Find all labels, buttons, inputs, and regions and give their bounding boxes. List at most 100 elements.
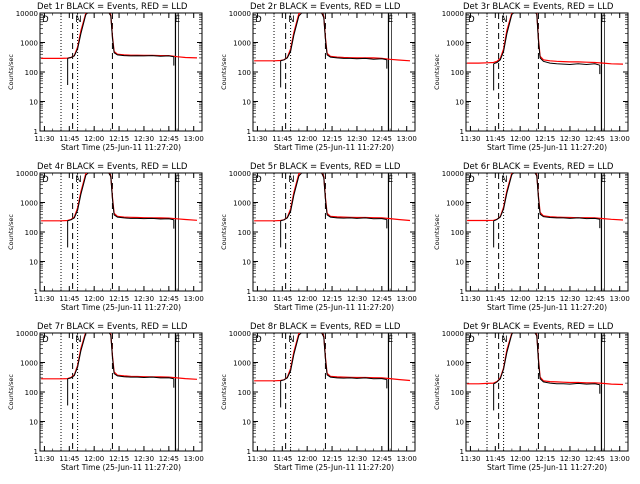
- x-tick-label: 11:30: [34, 295, 54, 303]
- x-tick-label: 13:00: [184, 135, 204, 143]
- region-annotation: E: [175, 335, 180, 345]
- plot-frame: [39, 332, 203, 452]
- y-tick-label: 10000: [442, 10, 464, 18]
- x-tick-label: 12:15: [109, 455, 129, 463]
- chart-title: Det 2r BLACK = Events, RED = LLD: [250, 2, 401, 12]
- y-tick-label: 10000: [16, 330, 38, 338]
- x-tick-label: 12:15: [109, 135, 129, 143]
- series-group: [467, 13, 624, 91]
- x-tick-label: 12:30: [134, 455, 154, 463]
- region-annotation: E: [388, 15, 393, 25]
- x-tick-label: 11:30: [247, 135, 267, 143]
- x-tick-label: 11:45: [485, 135, 505, 143]
- series-group: [254, 13, 411, 88]
- y-tick-label: 1000: [233, 200, 251, 208]
- y-tick-label: 10000: [442, 330, 464, 338]
- y-tick-label: 1: [247, 128, 251, 136]
- x-tick-label: 11:30: [34, 135, 54, 143]
- chart-panel: Det 2r BLACK = Events, RED = LLD 1 10 100 10…: [220, 2, 417, 152]
- x-tick-label: 12:15: [322, 135, 342, 143]
- region-annotation: D: [42, 175, 49, 185]
- x-axis-label: Start Time (25-Jun-11 11:27:20): [487, 463, 607, 472]
- plot-frame: [465, 12, 629, 132]
- x-tick-label: 11:45: [59, 135, 79, 143]
- x-tick-label: 13:00: [397, 455, 417, 463]
- x-tick-label: 11:30: [460, 455, 480, 463]
- y-tick-label: 100: [25, 69, 38, 77]
- chart-panel: Det 4r BLACK = Events, RED = LLD 1 10 100 10…: [7, 162, 204, 312]
- lld-line: [467, 13, 624, 65]
- region-annotation: D: [468, 15, 475, 25]
- y-tick-label: 1000: [20, 40, 38, 48]
- y-tick-label: 100: [25, 389, 38, 397]
- region-annotation: N: [288, 175, 294, 185]
- x-tick-label: 12:00: [297, 455, 317, 463]
- events-line: [280, 173, 387, 222]
- y-tick-label: 10: [242, 259, 251, 267]
- events-line: [280, 13, 387, 62]
- y-tick-label: 10000: [229, 330, 251, 338]
- chart-panel: Det 6r BLACK = Events, RED = LLD 1 10 100 10…: [433, 162, 630, 312]
- series-group: [41, 333, 198, 406]
- region-annotation: D: [468, 175, 475, 185]
- x-tick-label: 13:00: [184, 295, 204, 303]
- x-tick-label: 12:15: [535, 295, 555, 303]
- plot-frame: [252, 172, 416, 292]
- region-annotation: E: [601, 335, 606, 345]
- x-tick-label: 11:45: [485, 295, 505, 303]
- y-axis-label: Counts/sec: [220, 214, 228, 250]
- x-tick-label: 12:45: [372, 135, 392, 143]
- y-tick-label: 10000: [16, 170, 38, 178]
- chart-panel: Det 8r BLACK = Events, RED = LLD 1 10 100 10…: [220, 322, 417, 472]
- x-tick-label: 12:30: [347, 135, 367, 143]
- chart-title: Det 1r BLACK = Events, RED = LLD: [37, 2, 188, 12]
- series-group: [254, 173, 411, 248]
- x-tick-label: 12:00: [510, 295, 530, 303]
- x-tick-label: 12:15: [535, 135, 555, 143]
- lld-line: [467, 333, 624, 386]
- x-tick-label: 12:45: [372, 455, 392, 463]
- x-tick-label: 12:00: [84, 295, 104, 303]
- plot-frame: [465, 172, 629, 292]
- region-annotation: E: [388, 175, 393, 185]
- x-tick-label: 11:45: [272, 295, 292, 303]
- lld-line: [254, 13, 411, 62]
- region-annotation: N: [501, 15, 507, 25]
- plot-frame: [252, 332, 416, 452]
- x-axis-label: Start Time (25-Jun-11 11:27:20): [61, 463, 181, 472]
- y-tick-label: 1: [247, 288, 251, 296]
- region-annotation: E: [175, 175, 180, 185]
- region-annotation: E: [601, 175, 606, 185]
- x-tick-label: 11:45: [272, 455, 292, 463]
- events-line: [493, 13, 600, 66]
- x-tick-label: 12:30: [134, 295, 154, 303]
- chart-title: Det 5r BLACK = Events, RED = LLD: [250, 162, 401, 172]
- events-line: [280, 333, 387, 382]
- x-tick-label: 12:00: [510, 135, 530, 143]
- y-tick-label: 1: [34, 288, 38, 296]
- y-axis-label: Counts/sec: [220, 374, 228, 410]
- y-axis-label: Counts/sec: [433, 214, 441, 250]
- y-tick-label: 1000: [446, 40, 464, 48]
- x-tick-label: 13:00: [184, 455, 204, 463]
- series-group: [41, 13, 198, 86]
- x-tick-label: 11:45: [59, 295, 79, 303]
- x-tick-label: 13:00: [610, 295, 630, 303]
- y-tick-label: 10000: [442, 170, 464, 178]
- chart-panel: Det 1r BLACK = Events, RED = LLD 1 10 100 10…: [7, 2, 204, 152]
- x-tick-label: 11:30: [247, 455, 267, 463]
- x-tick-label: 12:45: [585, 295, 605, 303]
- chart-panel: Det 5r BLACK = Events, RED = LLD 1 10 100 10…: [220, 162, 417, 312]
- x-tick-label: 13:00: [397, 295, 417, 303]
- x-tick-label: 12:45: [372, 295, 392, 303]
- y-tick-label: 1: [460, 448, 464, 456]
- chart-title: Det 7r BLACK = Events, RED = LLD: [37, 322, 188, 332]
- y-tick-label: 10: [29, 99, 38, 107]
- x-tick-label: 12:30: [347, 295, 367, 303]
- y-tick-label: 1000: [446, 200, 464, 208]
- region-annotation: D: [42, 335, 49, 345]
- x-tick-label: 12:00: [297, 135, 317, 143]
- plot-frame: [465, 332, 629, 452]
- region-annotation: N: [75, 335, 81, 345]
